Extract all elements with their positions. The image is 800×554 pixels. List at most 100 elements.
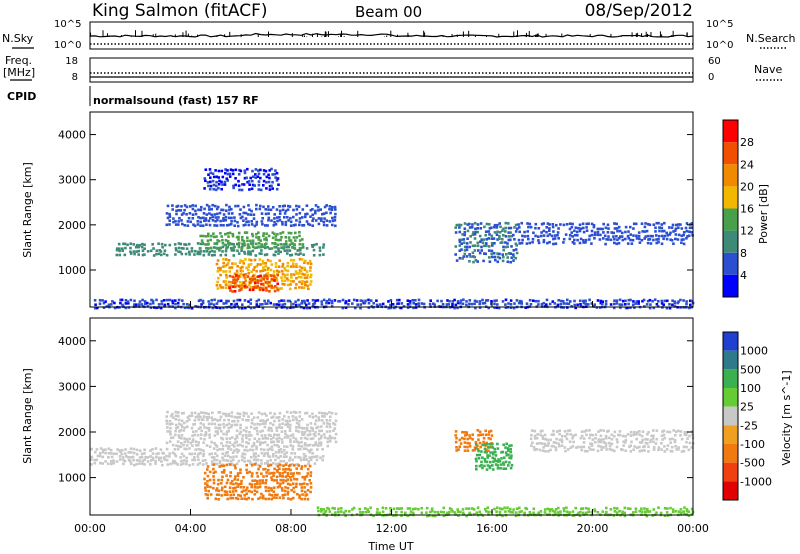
- power-cell: [219, 273, 222, 277]
- velocity-cell: [272, 496, 275, 499]
- power-cell: [228, 270, 232, 273]
- power-cell: [690, 231, 694, 234]
- power-cell: [295, 208, 299, 211]
- velocity-cell: [223, 418, 226, 422]
- velocity-cell: [566, 432, 569, 436]
- velocity-cell: [206, 479, 209, 483]
- power-cell: [252, 175, 255, 178]
- power-cell: [629, 225, 632, 229]
- power-cell: [286, 283, 290, 287]
- velocity-cell: [141, 462, 144, 465]
- velocity-cell: [303, 475, 307, 479]
- power-cell: [285, 306, 289, 310]
- velocity-cell: [143, 448, 146, 452]
- velocity-cell: [250, 412, 253, 415]
- velocity-cell: [483, 460, 487, 463]
- power-cell: [490, 302, 493, 306]
- velocity-cell: [169, 436, 173, 440]
- power-cell: [552, 230, 555, 233]
- power-cell: [278, 216, 281, 219]
- power-cell: [135, 250, 138, 253]
- power-cell: [217, 176, 220, 179]
- velocity-cell: [333, 427, 337, 430]
- power-cell: [509, 238, 512, 242]
- velocity-cell: [314, 443, 317, 447]
- power-cell: [191, 213, 195, 216]
- velocity-cell: [308, 415, 311, 418]
- power-cell: [463, 222, 467, 225]
- velocity-cell: [499, 467, 502, 470]
- power-cell: [204, 168, 208, 171]
- velocity-cell: [588, 436, 591, 440]
- power-cell: [507, 252, 511, 255]
- power-cell: [677, 300, 680, 303]
- velocity-cell: [315, 426, 318, 430]
- power-cell: [331, 216, 334, 220]
- velocity-cell: [246, 449, 249, 452]
- velocity-cell: [193, 433, 196, 437]
- power-cell: [247, 204, 250, 207]
- power-colorbar-tick: 8: [740, 247, 747, 260]
- velocity-cell: [201, 463, 205, 466]
- velocity-cell: [220, 470, 224, 474]
- power-cell: [268, 184, 272, 188]
- velocity-cell: [590, 442, 594, 446]
- velocity-cell: [629, 430, 633, 434]
- velocity-cell: [264, 486, 267, 489]
- power-cell: [311, 219, 314, 223]
- velocity-cell: [358, 507, 361, 511]
- power-cell: [123, 253, 127, 257]
- velocity-cell: [264, 497, 268, 501]
- power-cell: [476, 223, 480, 226]
- velocity-cell: [690, 513, 694, 516]
- velocity-cell: [395, 510, 398, 514]
- velocity-cell: [207, 416, 211, 419]
- velocity-cell: [600, 448, 603, 451]
- velocity-cell: [229, 482, 232, 485]
- velocity-colorbar-label: Velocity [m s^-1]: [780, 370, 793, 465]
- velocity-cell: [193, 419, 197, 422]
- velocity-cell: [286, 436, 290, 439]
- velocity-cell: [235, 448, 239, 451]
- velocity-cell: [132, 451, 136, 455]
- power-cell: [607, 227, 610, 230]
- velocity-cell: [198, 461, 202, 465]
- power-cell: [251, 274, 255, 278]
- velocity-cell: [575, 446, 578, 449]
- power-cell: [268, 169, 271, 172]
- power-cell: [180, 205, 183, 208]
- velocity-cell: [687, 510, 691, 513]
- velocity-cell: [302, 453, 306, 456]
- power-cell: [550, 234, 554, 238]
- power-cell: [309, 275, 312, 279]
- power-cell: [234, 281, 237, 285]
- velocity-cell: [212, 478, 216, 482]
- velocity-cell: [666, 430, 669, 434]
- power-cell: [566, 298, 569, 302]
- power-cell: [283, 216, 286, 219]
- velocity-cell: [269, 459, 272, 462]
- power-cell: [316, 299, 320, 302]
- power-cell: [188, 303, 192, 307]
- power-cell: [493, 302, 496, 306]
- velocity-cell: [235, 436, 239, 439]
- velocity-cell: [289, 438, 292, 441]
- velocity-cell: [260, 451, 264, 455]
- velocity-cell: [287, 468, 290, 471]
- power-cell: [242, 274, 246, 277]
- velocity-cell: [308, 456, 312, 459]
- power-cell: [247, 268, 250, 272]
- power-cell: [548, 227, 551, 230]
- velocity-cell: [663, 514, 667, 517]
- velocity-cell: [264, 436, 267, 440]
- velocity-cell: [344, 514, 347, 517]
- velocity-cell: [182, 462, 185, 465]
- velocity-ytick-label: 3000: [58, 380, 86, 393]
- velocity-cell: [176, 447, 180, 451]
- power-cell: [668, 226, 671, 229]
- velocity-cell: [448, 507, 452, 510]
- power-cell: [243, 169, 247, 172]
- power-cell: [253, 266, 256, 269]
- power-cell: [671, 299, 674, 302]
